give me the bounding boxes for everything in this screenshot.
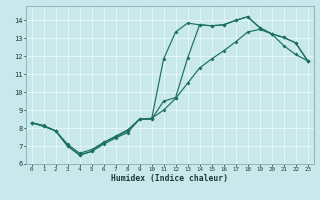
- X-axis label: Humidex (Indice chaleur): Humidex (Indice chaleur): [111, 174, 228, 183]
